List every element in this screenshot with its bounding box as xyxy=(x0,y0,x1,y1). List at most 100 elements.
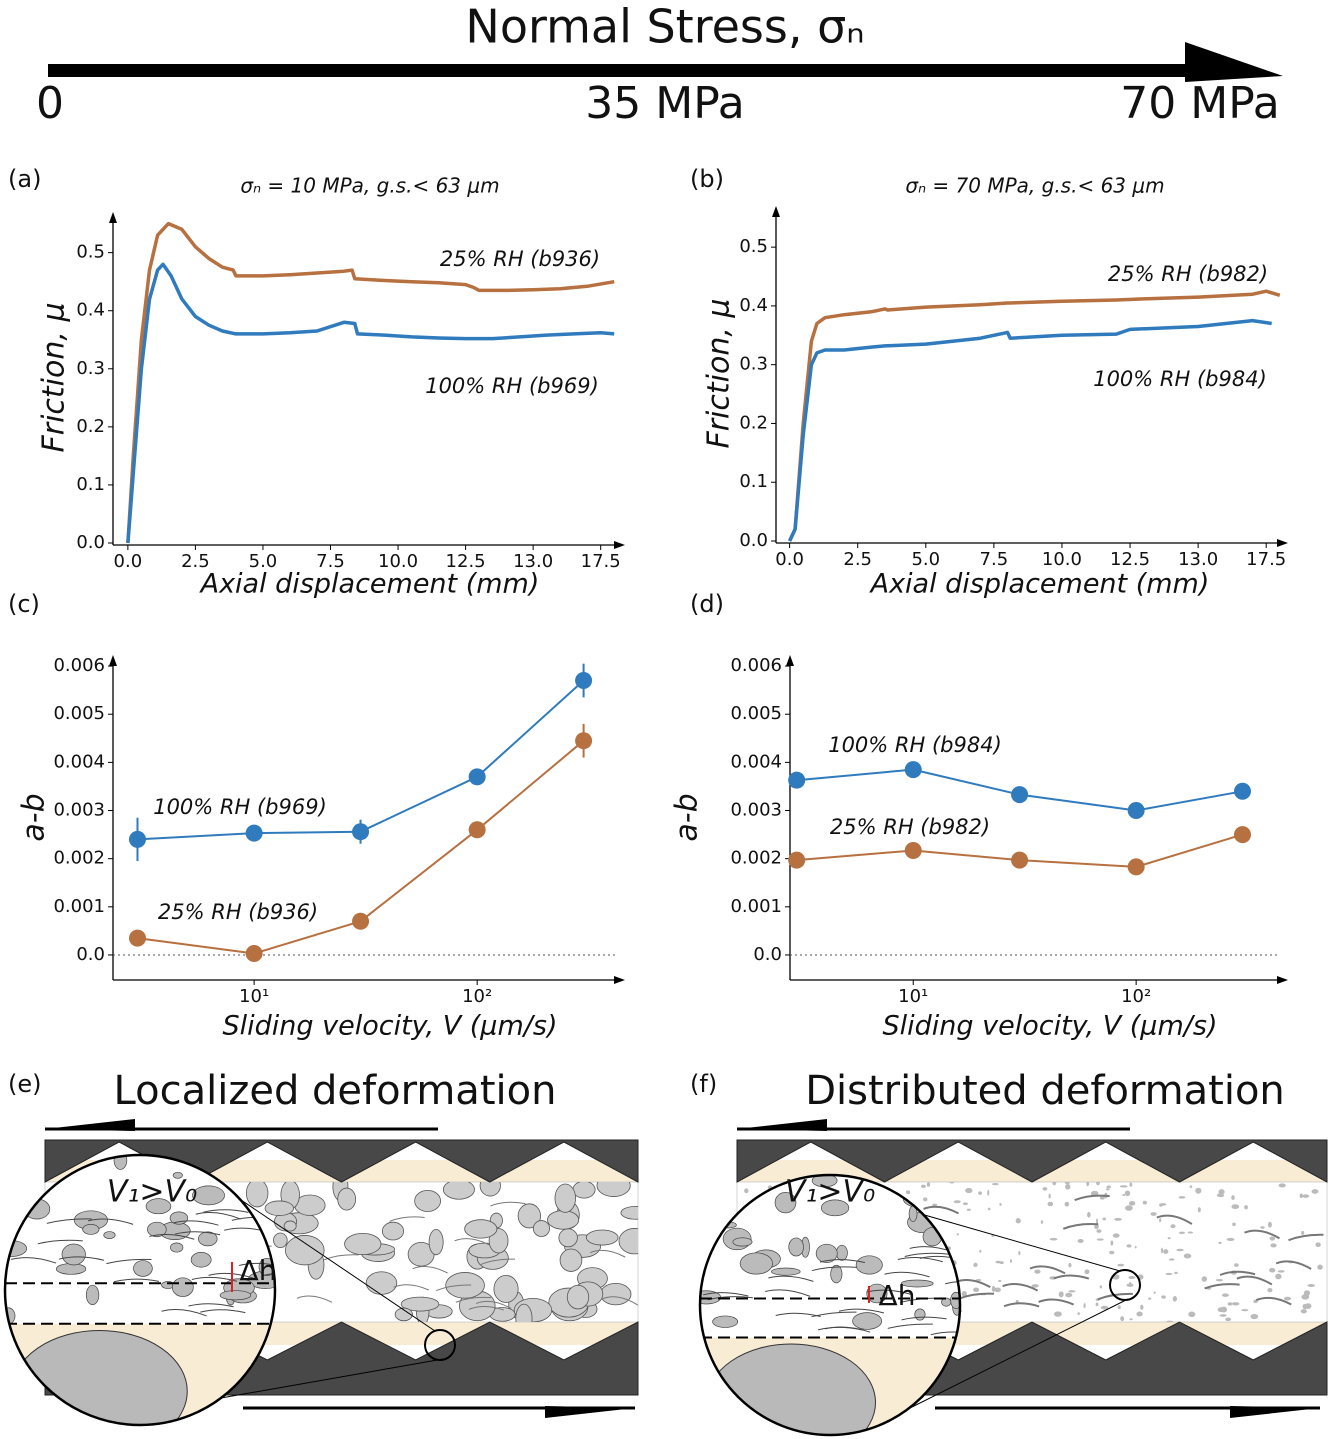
grain xyxy=(739,1252,773,1275)
grain xyxy=(1183,1253,1192,1259)
series-line xyxy=(788,289,1281,542)
grain xyxy=(1049,1237,1058,1241)
fabric xyxy=(887,1323,933,1329)
top-plate xyxy=(736,1139,1328,1183)
grain xyxy=(1165,1272,1173,1276)
y-tick-label: 0.006 xyxy=(730,655,782,676)
grain xyxy=(172,1171,183,1179)
grain xyxy=(923,1197,928,1202)
grain xyxy=(973,1262,978,1267)
grain xyxy=(1195,1187,1202,1194)
grain xyxy=(1129,1182,1133,1187)
inset-rim xyxy=(3,1153,277,1427)
fabric xyxy=(768,1275,814,1282)
grain xyxy=(190,1252,212,1268)
grain xyxy=(1126,1244,1132,1248)
chart: 0.0 0.001 0.002 0.003 0.004 0.005 0.006 10¹ 10² S… xyxy=(670,655,1288,1042)
grain xyxy=(554,1183,576,1213)
grain xyxy=(1226,1237,1235,1242)
grain xyxy=(1231,1204,1240,1210)
grain xyxy=(1187,1231,1193,1234)
point xyxy=(245,824,263,842)
grain xyxy=(1047,1201,1054,1207)
fabric xyxy=(46,1218,92,1224)
grain xyxy=(999,1261,1004,1265)
grain xyxy=(836,1244,848,1261)
fabric xyxy=(261,1272,275,1277)
fabric xyxy=(188,1303,234,1308)
grain xyxy=(547,1210,580,1230)
grain xyxy=(394,1307,413,1322)
grain xyxy=(1178,1231,1186,1235)
grain xyxy=(1128,1275,1136,1280)
grain xyxy=(1110,1240,1114,1246)
y-tick-label: 0.002 xyxy=(730,848,782,869)
grain xyxy=(515,1303,533,1322)
grain xyxy=(1105,1188,1110,1191)
grain xyxy=(700,1195,707,1207)
fabric xyxy=(901,1316,947,1321)
grain xyxy=(284,1235,325,1266)
axis-arrow xyxy=(109,212,117,223)
grain xyxy=(517,1203,541,1229)
fabric xyxy=(161,1309,207,1317)
grain xyxy=(1269,1267,1276,1273)
fabric xyxy=(200,1309,246,1314)
axis-arrow xyxy=(109,655,117,666)
grain xyxy=(572,1182,596,1199)
grain xyxy=(1096,1182,1100,1186)
grain xyxy=(830,1264,843,1284)
grain xyxy=(1099,1195,1105,1200)
grain xyxy=(1197,1207,1201,1213)
fabric xyxy=(945,1280,960,1285)
grain xyxy=(987,1207,991,1211)
grain xyxy=(905,1190,911,1195)
grain xyxy=(147,1221,167,1238)
fabric xyxy=(106,1258,152,1265)
fabric xyxy=(1275,1260,1312,1270)
grain xyxy=(1278,1183,1286,1188)
grain xyxy=(1153,1291,1156,1294)
point xyxy=(904,841,922,859)
grain xyxy=(198,1231,218,1247)
grain xyxy=(1087,1211,1091,1218)
grain xyxy=(961,1291,967,1297)
grain xyxy=(1031,1284,1039,1288)
grain xyxy=(771,1267,801,1276)
fabric xyxy=(1003,1302,1040,1308)
grain xyxy=(1117,1263,1125,1267)
y-tick-label: 0.0 xyxy=(739,530,768,551)
fabric xyxy=(468,1306,505,1311)
grain xyxy=(973,1287,980,1293)
series-label: 25% RH (b936) xyxy=(158,900,318,924)
grain xyxy=(1159,1218,1162,1223)
chart: 0.0 0.001 0.002 0.003 0.004 0.005 0.006 10¹ 10² S… xyxy=(17,655,625,1042)
grain xyxy=(1109,1250,1115,1255)
grain xyxy=(1174,1271,1178,1275)
fabric xyxy=(173,1220,219,1226)
grain xyxy=(1058,1291,1064,1298)
grain xyxy=(1163,1249,1169,1254)
fabric xyxy=(590,1249,626,1258)
shear-head xyxy=(1230,1406,1320,1418)
fabric xyxy=(238,1262,275,1268)
point xyxy=(352,823,370,841)
grain xyxy=(1225,1317,1232,1322)
grain xyxy=(1270,1243,1277,1248)
point xyxy=(128,929,146,947)
grain xyxy=(1140,1304,1144,1310)
grain xyxy=(1084,1269,1090,1275)
grain xyxy=(365,1271,398,1295)
fabric xyxy=(1038,1298,1075,1306)
lens-line xyxy=(234,1195,436,1332)
y-tick-label: 0.006 xyxy=(53,655,105,676)
fabric xyxy=(435,1284,472,1292)
grain xyxy=(442,1182,475,1200)
fabric xyxy=(393,1284,430,1291)
grain xyxy=(344,1232,382,1256)
grain xyxy=(1065,1292,1073,1298)
x-tick-label: 2.5 xyxy=(181,551,210,572)
y-tick-label: 0.4 xyxy=(739,295,768,316)
grain xyxy=(169,1211,189,1225)
grain xyxy=(1077,1312,1080,1316)
